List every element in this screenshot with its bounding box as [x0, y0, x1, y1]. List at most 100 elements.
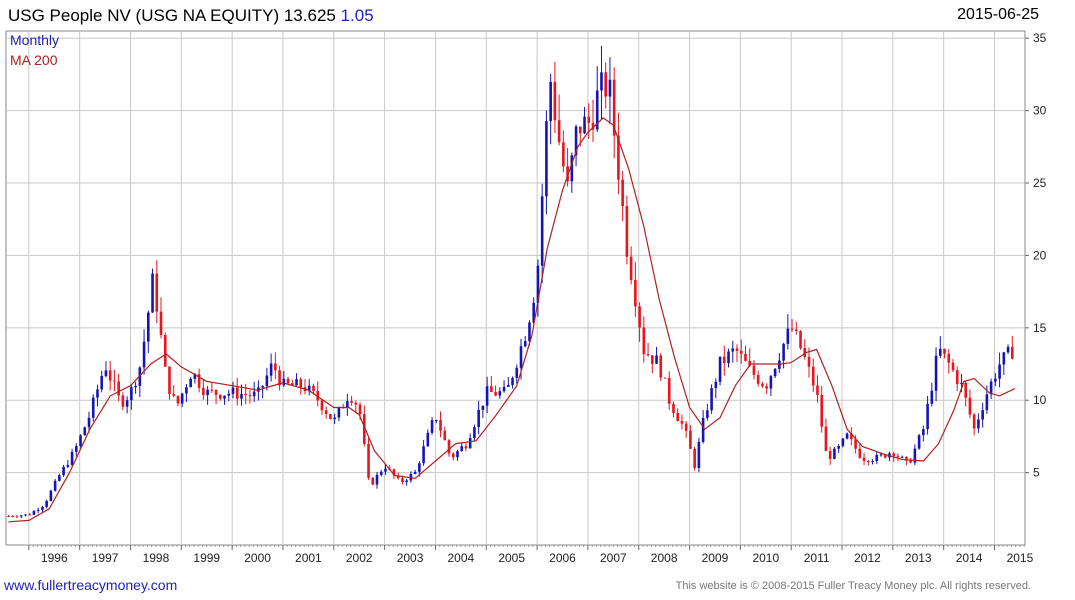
candle-body	[70, 451, 74, 465]
copyright-notice: This website is © 2008-2015 Fuller Treac…	[675, 580, 1031, 592]
chart-date: 2015-06-25	[957, 6, 1039, 23]
candle-body	[794, 329, 798, 332]
candle-body	[994, 378, 997, 382]
candle-body	[45, 500, 48, 507]
candle-body	[176, 395, 180, 404]
x-tick-label: 2003	[397, 551, 424, 565]
candle-body	[574, 126, 578, 156]
candle-body	[989, 381, 993, 395]
candle-body	[706, 410, 709, 419]
candle-body	[235, 387, 239, 399]
candle-body	[28, 514, 32, 516]
candle-body	[155, 273, 159, 312]
x-tick-label: 2005	[498, 551, 525, 565]
candle-body	[566, 166, 569, 182]
candle-body	[11, 516, 15, 518]
candle-body	[324, 410, 328, 415]
candle-body	[883, 454, 887, 458]
candle-body	[684, 423, 688, 431]
candle-body	[955, 370, 959, 384]
candle-body	[972, 414, 976, 429]
legend-ma: MA 200	[10, 52, 58, 68]
y-tick-label: 10	[1033, 393, 1047, 407]
candle-body	[32, 511, 36, 515]
candle-body	[282, 378, 286, 386]
candle-body	[748, 360, 752, 366]
candle-body	[113, 380, 116, 382]
candle-body	[451, 453, 455, 458]
candle-body	[240, 394, 243, 399]
candle-body	[66, 464, 70, 467]
candle-body	[439, 420, 442, 431]
candle-body	[214, 390, 218, 395]
candle-body	[485, 386, 489, 406]
candle-body	[1006, 346, 1010, 353]
candle-body	[803, 348, 807, 357]
candle-body	[502, 386, 506, 392]
candle-body	[108, 370, 112, 381]
x-tick-label: 2012	[854, 551, 881, 565]
candle-body	[545, 121, 548, 197]
candle-body	[875, 454, 879, 462]
site-link[interactable]: www.fullertreacymoney.com	[4, 577, 178, 593]
candle-body	[142, 341, 146, 368]
candle-body	[841, 438, 845, 446]
candle-body	[528, 322, 531, 342]
candle-body	[650, 355, 654, 364]
title-text: USG People NV (USG NA EQUITY) 13.625	[8, 6, 336, 25]
candle-body	[83, 427, 87, 436]
candle-body	[231, 387, 235, 394]
candle-body	[570, 155, 574, 182]
candle-body	[625, 206, 629, 257]
candle-body	[845, 433, 849, 439]
candle-body	[104, 370, 108, 377]
candle-body	[125, 400, 129, 407]
candle-body	[151, 273, 154, 313]
candle-body	[562, 142, 565, 167]
x-tick-label: 2014	[956, 551, 983, 565]
candle-body	[295, 379, 298, 386]
candle-body	[159, 311, 163, 335]
candle-body	[951, 362, 955, 371]
candle-body	[934, 355, 938, 391]
candle-body	[943, 348, 946, 354]
candle-body	[727, 351, 730, 364]
candle-body	[896, 455, 900, 457]
candle-body	[405, 480, 408, 482]
candle-body	[435, 420, 438, 422]
candle-body	[663, 377, 667, 379]
candle-body	[494, 392, 497, 396]
candle-body	[578, 126, 582, 134]
x-tick-label: 1996	[41, 551, 68, 565]
candle-body	[320, 400, 324, 411]
candle-body	[49, 490, 53, 501]
candle-body	[718, 356, 722, 382]
x-tick-label: 2010	[752, 551, 779, 565]
candle-body	[456, 451, 459, 458]
candle-body	[786, 328, 790, 344]
y-tick-label: 30	[1033, 104, 1047, 118]
y-tick-label: 25	[1033, 176, 1047, 190]
candle-body	[532, 302, 536, 323]
candle-body	[426, 432, 430, 447]
candle-body	[828, 450, 832, 459]
candle-body	[833, 448, 836, 459]
candle-body	[363, 414, 366, 444]
x-tick-label: 1999	[193, 551, 220, 565]
plot-frame	[5, 30, 1026, 546]
candle-body	[765, 386, 768, 389]
candle-body	[985, 394, 989, 411]
candle-body	[850, 433, 853, 440]
x-tick-label: 2000	[244, 551, 271, 565]
candle-body	[536, 265, 540, 303]
candle-body	[168, 366, 171, 395]
candle-body	[600, 72, 603, 91]
candle-body	[858, 448, 862, 458]
candle-body	[519, 346, 523, 368]
candle-body	[511, 377, 514, 385]
x-tick-label: 2013	[905, 551, 932, 565]
candle-body	[701, 418, 705, 442]
candle-body	[396, 475, 400, 479]
candle-body	[617, 135, 620, 180]
candle-body	[917, 435, 921, 449]
